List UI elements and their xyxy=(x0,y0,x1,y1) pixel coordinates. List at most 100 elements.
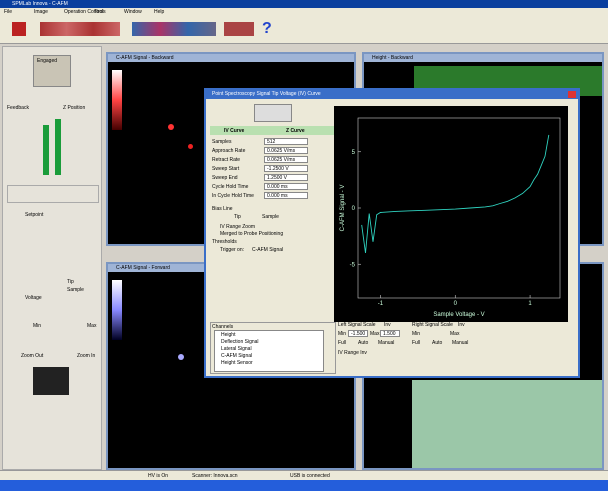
app-title: SPMLab Innova - C-AFM xyxy=(12,1,68,7)
engage-button[interactable] xyxy=(33,55,71,87)
field-input[interactable]: 512 xyxy=(264,138,308,145)
label: Feedback xyxy=(7,105,29,111)
field-label: Sweep Start xyxy=(212,166,240,172)
input[interactable]: 1.500 xyxy=(380,330,400,337)
taskbar xyxy=(0,480,608,491)
menu-item[interactable]: File xyxy=(4,9,13,15)
tool-icons[interactable] xyxy=(224,22,254,36)
field-input[interactable]: 0.000 ms xyxy=(264,192,308,199)
checkbox[interactable]: Inv xyxy=(384,322,391,328)
menu-item[interactable]: Operation Control xyxy=(64,9,104,15)
label: C-AFM Signal xyxy=(252,247,284,253)
checkbox[interactable]: IV Range Zoom xyxy=(220,224,256,230)
label: Bias Line xyxy=(212,206,233,212)
tool-icons[interactable] xyxy=(40,22,120,36)
tab-bar xyxy=(210,126,334,135)
radio[interactable]: Tip xyxy=(234,214,241,220)
color-scale xyxy=(112,280,122,340)
iv-curve xyxy=(361,134,550,254)
checkbox[interactable]: Inv xyxy=(458,322,465,328)
menu-item[interactable]: Tools xyxy=(94,9,106,15)
label: Z Position xyxy=(63,105,86,111)
label: Zoom Out xyxy=(21,353,44,359)
field-input[interactable]: -1.2500 V xyxy=(264,165,308,172)
field-label: Sweep End xyxy=(212,175,238,181)
spot xyxy=(168,124,174,130)
field-label: Samples xyxy=(212,139,232,145)
status-text: USB is connected xyxy=(290,473,330,479)
channel-item[interactable]: Lateral Signal xyxy=(221,346,252,352)
status-text: HV is On xyxy=(148,473,169,479)
group xyxy=(210,322,336,374)
help-icon[interactable]: ? xyxy=(262,20,272,37)
status-bar: HV is On Scanner: Innova.scn USB is conn… xyxy=(0,470,608,480)
y-axis-label: C-AFM Signal - V xyxy=(340,185,346,232)
left-panel: Engaged Feedback Z Position Setpoint Tip… xyxy=(2,46,102,470)
field-label: In Cycle Hold Time xyxy=(212,193,254,199)
radio[interactable]: Sample xyxy=(262,214,279,220)
label: Channels xyxy=(212,324,234,330)
close-button[interactable] xyxy=(568,91,576,98)
checkbox[interactable]: Trigger on: xyxy=(220,247,244,253)
plot-background xyxy=(334,106,568,322)
field-label: Retract Rate xyxy=(212,157,241,163)
checkbox[interactable]: IV Range Inv xyxy=(338,350,367,356)
y-tick-label: 5 xyxy=(352,150,356,156)
feedback-bar xyxy=(43,125,49,175)
label: Thresholds xyxy=(212,239,237,245)
field-input[interactable]: 1.2500 V xyxy=(264,174,308,181)
label: Voltage xyxy=(25,295,42,301)
field-label: Cycle Hold Time xyxy=(212,184,249,190)
toolbar: ? xyxy=(0,16,608,44)
channel-item[interactable]: Height Sensor xyxy=(221,360,253,366)
label: Tip xyxy=(67,279,74,285)
tool-icons[interactable] xyxy=(132,22,216,36)
laser-icon xyxy=(33,367,69,395)
label: Right Signal Scale xyxy=(412,322,453,328)
tool-icon[interactable] xyxy=(12,22,26,36)
scale-mode[interactable]: Full xyxy=(412,340,421,346)
app-title-bar: SPMLab Innova - C-AFM xyxy=(0,0,608,8)
y-tick-label: -5 xyxy=(350,262,356,268)
checkbox[interactable]: Merged to Probe Positioning xyxy=(220,231,284,237)
label: Zoom In xyxy=(77,353,96,359)
menu-item[interactable]: Help xyxy=(154,9,165,15)
iv-plot: Sample Voltage - V C-AFM Signal - V -1 0 1… xyxy=(334,106,568,322)
tab[interactable]: IV Curve xyxy=(224,128,245,134)
label: Min xyxy=(33,323,42,329)
channel-item[interactable]: Height xyxy=(221,332,236,338)
field-label: Approach Rate xyxy=(212,148,246,154)
input[interactable]: -1.500 xyxy=(348,330,368,337)
play-buttons[interactable] xyxy=(254,104,292,122)
window-title: C-AFM Signal - Backward xyxy=(108,54,354,62)
scale-mode[interactable]: Manual xyxy=(452,340,469,346)
image xyxy=(412,380,602,468)
channel-item[interactable]: C-AFM Signal xyxy=(221,353,253,359)
label: Sample xyxy=(67,287,84,293)
form: Samples 512 Approach Rate 0.0625 V/ms Retrac… xyxy=(210,138,334,218)
scale-mode[interactable]: Manual xyxy=(378,340,395,346)
field-input[interactable]: 0.000 ms xyxy=(264,183,308,190)
status-text: Scanner: Innova.scn xyxy=(192,473,238,479)
scale-mode[interactable]: Auto xyxy=(432,340,443,346)
label: Max xyxy=(87,323,97,329)
scale-modes: Full Full Auto Auto Manual Manual xyxy=(338,340,498,348)
field-input[interactable]: 0.0625 V/ms xyxy=(264,156,308,163)
channel-list: Height Deflection Signal Lateral Signal C-A… xyxy=(214,330,324,372)
label: Min xyxy=(338,331,347,337)
spot xyxy=(178,354,184,360)
channel-item[interactable]: Deflection Signal xyxy=(221,339,259,345)
x-tick-label: 1 xyxy=(528,301,532,307)
scale-mode[interactable]: Full xyxy=(338,340,347,346)
x-tick-label: 0 xyxy=(454,301,458,307)
menu-item[interactable]: Image xyxy=(34,9,48,15)
spot xyxy=(188,144,193,149)
label: Min xyxy=(412,331,421,337)
scale-mode[interactable]: Auto xyxy=(358,340,369,346)
menu-item[interactable]: Window xyxy=(124,9,142,15)
field-input[interactable]: 0.0625 V/ms xyxy=(264,147,308,154)
engaged-label: Engaged xyxy=(37,58,58,64)
tab[interactable]: Z Curve xyxy=(286,128,305,134)
window-title: Height - Backward xyxy=(364,54,602,62)
